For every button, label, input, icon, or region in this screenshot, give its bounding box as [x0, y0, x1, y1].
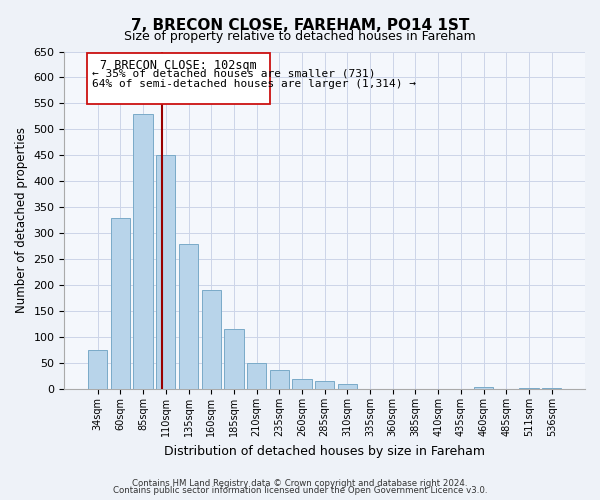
Bar [179, 244, 198, 389]
Bar [474, 386, 493, 389]
Bar [338, 384, 357, 389]
Bar [88, 350, 107, 389]
Text: 64% of semi-detached houses are larger (1,314) →: 64% of semi-detached houses are larger (… [92, 78, 416, 88]
Bar [269, 370, 289, 389]
Text: 7, BRECON CLOSE, FAREHAM, PO14 1ST: 7, BRECON CLOSE, FAREHAM, PO14 1ST [131, 18, 469, 32]
Polygon shape [88, 52, 270, 104]
Bar [133, 114, 153, 389]
X-axis label: Distribution of detached houses by size in Fareham: Distribution of detached houses by size … [164, 444, 485, 458]
Text: Size of property relative to detached houses in Fareham: Size of property relative to detached ho… [124, 30, 476, 43]
Bar [247, 363, 266, 389]
Text: Contains public sector information licensed under the Open Government Licence v3: Contains public sector information licen… [113, 486, 487, 495]
Bar [520, 388, 539, 389]
Text: 7 BRECON CLOSE: 102sqm: 7 BRECON CLOSE: 102sqm [100, 60, 257, 72]
Bar [202, 290, 221, 389]
Text: Contains HM Land Registry data © Crown copyright and database right 2024.: Contains HM Land Registry data © Crown c… [132, 478, 468, 488]
Text: ← 35% of detached houses are smaller (731): ← 35% of detached houses are smaller (73… [92, 68, 376, 78]
Bar [315, 382, 334, 389]
Bar [542, 388, 562, 389]
Bar [292, 379, 311, 389]
Bar [156, 156, 175, 389]
Bar [224, 330, 244, 389]
Bar [111, 218, 130, 389]
Y-axis label: Number of detached properties: Number of detached properties [15, 128, 28, 314]
